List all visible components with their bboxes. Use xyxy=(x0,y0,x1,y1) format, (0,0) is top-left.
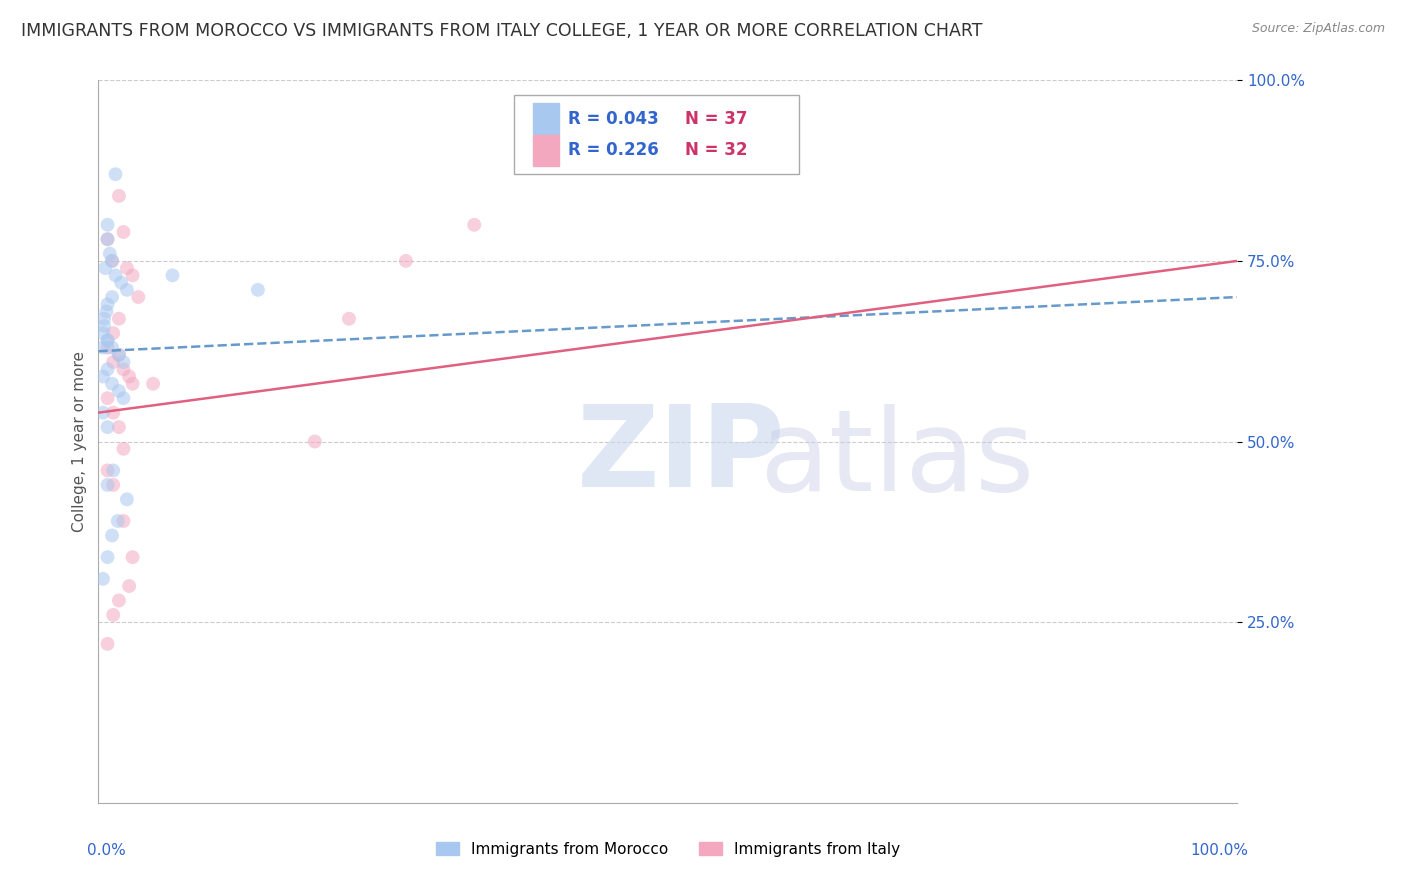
Point xyxy=(121,376,143,391)
Point xyxy=(91,369,114,384)
Point xyxy=(101,341,124,355)
Point xyxy=(96,420,118,434)
Y-axis label: College, 1 year or more: College, 1 year or more xyxy=(72,351,87,532)
Point xyxy=(96,391,118,405)
Text: R = 0.043: R = 0.043 xyxy=(568,110,658,128)
Point xyxy=(96,478,118,492)
Point xyxy=(94,261,117,276)
Point xyxy=(162,268,184,283)
Point xyxy=(93,318,115,333)
Point xyxy=(112,391,135,405)
Point xyxy=(121,268,143,283)
Point xyxy=(112,362,135,376)
Text: 100.0%: 100.0% xyxy=(1191,843,1249,857)
Point xyxy=(101,376,124,391)
Point xyxy=(463,218,485,232)
Point xyxy=(108,384,131,398)
Point xyxy=(101,253,124,268)
Point xyxy=(93,311,115,326)
Point xyxy=(96,463,118,477)
Legend: Immigrants from Morocco, Immigrants from Italy: Immigrants from Morocco, Immigrants from… xyxy=(436,841,900,856)
Bar xyxy=(533,103,558,134)
Text: N = 32: N = 32 xyxy=(685,141,748,160)
Bar xyxy=(533,136,558,166)
Point xyxy=(118,579,141,593)
Point xyxy=(96,334,118,348)
Text: Source: ZipAtlas.com: Source: ZipAtlas.com xyxy=(1251,22,1385,36)
Text: IMMIGRANTS FROM MOROCCO VS IMMIGRANTS FROM ITALY COLLEGE, 1 YEAR OR MORE CORRELA: IMMIGRANTS FROM MOROCCO VS IMMIGRANTS FR… xyxy=(21,22,983,40)
Point xyxy=(115,283,138,297)
Point xyxy=(121,550,143,565)
Point xyxy=(112,514,135,528)
Point xyxy=(96,232,118,246)
Point xyxy=(108,348,131,362)
Point xyxy=(115,492,138,507)
Point xyxy=(127,290,149,304)
Point xyxy=(96,550,118,565)
Point xyxy=(96,334,118,348)
Point xyxy=(96,637,118,651)
Point xyxy=(91,326,114,341)
Point xyxy=(395,253,418,268)
Point xyxy=(91,341,114,355)
Point xyxy=(101,253,124,268)
Text: N = 37: N = 37 xyxy=(685,110,748,128)
Point xyxy=(107,514,129,528)
Point xyxy=(96,304,118,318)
Point xyxy=(115,261,138,276)
Point xyxy=(103,326,125,341)
Text: ZIP: ZIP xyxy=(576,401,785,511)
Point xyxy=(142,376,165,391)
Point xyxy=(103,463,125,477)
Point xyxy=(108,420,131,434)
Point xyxy=(337,311,360,326)
Text: 0.0%: 0.0% xyxy=(87,843,125,857)
Point xyxy=(108,189,131,203)
Point xyxy=(112,355,135,369)
Point xyxy=(103,406,125,420)
Point xyxy=(98,246,121,260)
Point xyxy=(96,232,118,246)
Point xyxy=(118,369,141,384)
Point xyxy=(108,593,131,607)
Point xyxy=(103,355,125,369)
Point xyxy=(101,528,124,542)
Point xyxy=(91,572,114,586)
FancyBboxPatch shape xyxy=(515,95,799,174)
Point xyxy=(246,283,269,297)
Point xyxy=(112,442,135,456)
Point xyxy=(96,297,118,311)
Point xyxy=(96,341,118,355)
Point xyxy=(96,362,118,376)
Point xyxy=(96,218,118,232)
Point xyxy=(304,434,326,449)
Point xyxy=(101,290,124,304)
Text: R = 0.226: R = 0.226 xyxy=(568,141,658,160)
Point xyxy=(103,607,125,622)
Point xyxy=(104,268,127,283)
Point xyxy=(103,478,125,492)
Point xyxy=(112,225,135,239)
Point xyxy=(104,167,127,181)
Text: atlas: atlas xyxy=(759,404,1035,515)
Point xyxy=(108,348,131,362)
Point xyxy=(91,406,114,420)
Point xyxy=(108,311,131,326)
Point xyxy=(110,276,132,290)
